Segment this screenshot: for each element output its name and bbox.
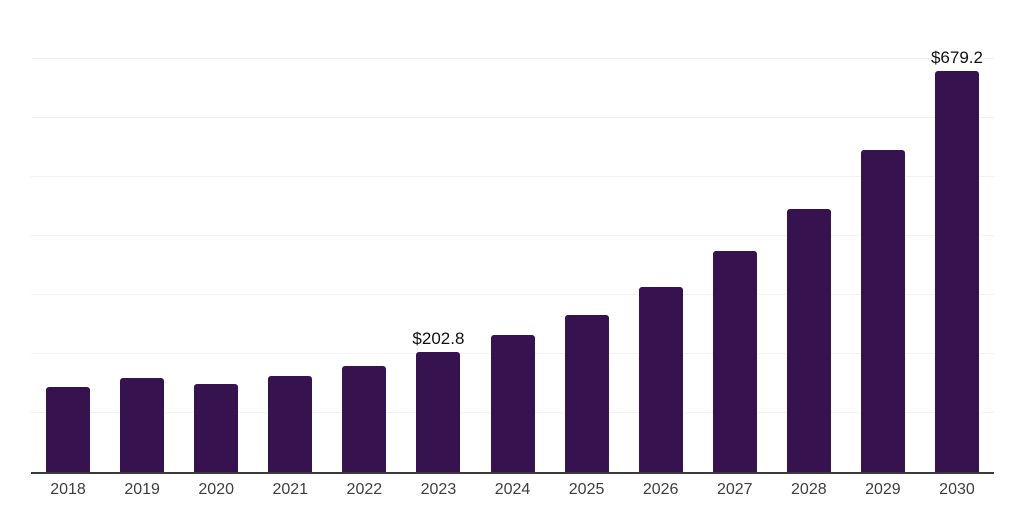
x-tick-2019: 2019 — [124, 481, 160, 498]
bar-2021 — [268, 376, 313, 472]
x-tick-2023: 2023 — [420, 481, 457, 498]
bar-slot-2020 — [179, 0, 253, 472]
x-tick-2027: 2027 — [716, 481, 753, 498]
bar-2022 — [342, 366, 387, 472]
bar-2029 — [860, 149, 905, 472]
bar-slot-2021 — [253, 0, 327, 472]
gridline-700 — [31, 58, 994, 59]
x-tick-2030: 2030 — [939, 481, 975, 498]
bar-2019 — [120, 378, 165, 472]
bar-slot-2018 — [31, 0, 105, 472]
value-label-2030: $679.2 — [930, 48, 983, 68]
x-axis: 2018 2019 2020 2021 2022 2023 2024 2025 2026 2027… — [31, 480, 994, 499]
gridline-500 — [31, 176, 994, 177]
gridline-600 — [31, 117, 994, 118]
bar-2030 — [934, 71, 979, 472]
bar-2020 — [194, 384, 239, 472]
bar-2018 — [46, 387, 91, 472]
bar-slot-2030: $679.2 — [920, 0, 994, 472]
bar-slot-2024 — [475, 0, 549, 472]
x-tick-2026: 2026 — [642, 481, 679, 498]
x-tick-2018: 2018 — [50, 481, 86, 498]
bar-slot-2025 — [550, 0, 624, 472]
bar-2023 — [416, 352, 461, 472]
gridline-300 — [31, 294, 994, 295]
x-tick-2020: 2020 — [198, 481, 234, 498]
x-tick-2028: 2028 — [791, 481, 827, 498]
bar-slot-2022 — [327, 0, 401, 472]
bar-2028 — [786, 208, 831, 472]
bar-2024 — [490, 334, 535, 472]
x-tick-2024: 2024 — [494, 481, 531, 498]
bar-2027 — [712, 251, 757, 472]
bar-2025 — [564, 314, 609, 472]
gridline-400 — [31, 235, 994, 236]
bar-slot-2028 — [772, 0, 846, 472]
bar-slot-2029 — [846, 0, 920, 472]
bar-2026 — [638, 287, 683, 472]
bar-slot-2026 — [624, 0, 698, 472]
bar-slot-2019 — [105, 0, 179, 472]
x-tick-2029: 2029 — [865, 481, 901, 498]
x-tick-2025: 2025 — [568, 481, 605, 498]
bar-slot-2023: $202.8 — [401, 0, 475, 472]
value-label-2023: $202.8 — [412, 329, 465, 349]
x-tick-2022: 2022 — [346, 481, 383, 498]
bar-slot-2027 — [698, 0, 772, 472]
x-tick-2021: 2021 — [272, 481, 309, 498]
plot-area: $202.8 $679.2 — [31, 0, 994, 474]
bars-row: $202.8 $679.2 — [31, 0, 994, 472]
